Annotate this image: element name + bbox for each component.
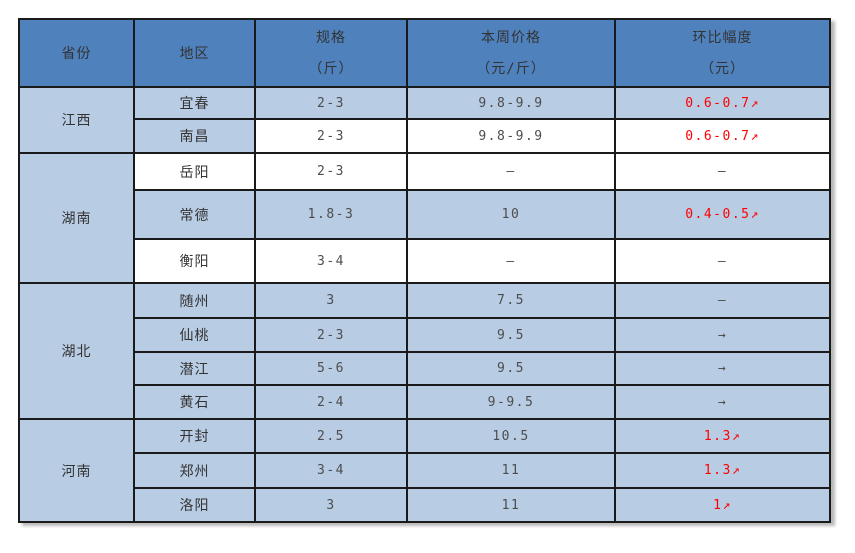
price-cell: 10.5: [406, 418, 616, 454]
region-cell: 南昌: [133, 118, 256, 154]
spec-cell: 2-3: [254, 317, 408, 353]
header-change-title: 环比幅度: [692, 29, 753, 46]
change-cell: –: [614, 238, 831, 284]
header-province: 省份: [18, 18, 135, 88]
change-cell: →: [614, 351, 831, 386]
change-cell: →: [614, 317, 831, 353]
table-row: 常德 1.8-3 10 0.4-0.5↗: [19, 189, 831, 240]
header-price: 本周价格 （元/斤）: [406, 18, 616, 88]
region-cell: 宜春: [133, 86, 256, 120]
header-spec: 规格 （斤）: [254, 18, 408, 88]
province-cell-hubei: 湖北: [18, 282, 135, 420]
price-cell: 9.5: [406, 317, 616, 353]
table-row: 郑州 3-4 11 1.3↗: [19, 452, 831, 489]
change-cell: →: [614, 384, 831, 420]
region-cell: 岳阳: [133, 152, 256, 191]
spec-cell: 3: [254, 282, 408, 319]
header-spec-title: 规格: [316, 29, 346, 46]
region-cell: 随州: [133, 282, 256, 319]
spec-cell: 3-4: [254, 238, 408, 284]
spec-cell: 2-4: [254, 384, 408, 420]
change-cell: –: [614, 282, 831, 319]
region-cell: 仙桃: [133, 317, 256, 353]
header-spec-unit: （斤）: [308, 60, 354, 77]
price-cell: 7.5: [406, 282, 616, 319]
spec-cell: 2.5: [254, 418, 408, 454]
header-change: 环比幅度 （元）: [614, 18, 831, 88]
price-table: 省份 地区 规格 （斤） 本周价格 （元/斤） 环比幅度 （元） 江西 宜春 2…: [18, 18, 831, 523]
table-row: 黄石 2-4 9-9.5 →: [19, 384, 831, 420]
table-row: 湖北 随州 3 7.5 –: [18, 282, 831, 420]
table-row: 仙桃 2-3 9.5 →: [19, 317, 831, 353]
header-region: 地区: [133, 18, 256, 88]
change-cell: 0.4-0.5↗: [614, 189, 831, 240]
price-cell: 9-9.5: [406, 384, 616, 420]
spec-cell: 1.8-3: [254, 189, 408, 240]
table-row: 江西 宜春 2-3 9.8-9.9 0.6-0.7↗: [18, 86, 831, 154]
price-cell: 11: [406, 487, 616, 523]
spec-cell: 3-4: [254, 452, 408, 489]
header-price-title: 本周价格: [481, 29, 541, 46]
price-cell: –: [406, 238, 616, 284]
change-cell: 1.3↗: [614, 418, 831, 454]
price-cell: 11: [406, 452, 616, 489]
province-cell-jiangxi: 江西: [18, 86, 135, 154]
province-cell-henan: 河南: [18, 418, 135, 523]
spec-cell: 2-3: [254, 152, 408, 191]
change-cell: –: [614, 152, 831, 191]
table-row: 河南 开封 2.5 10.5 1.3↗: [18, 418, 831, 523]
spec-cell: 2-3: [254, 118, 408, 154]
region-cell: 潜江: [133, 351, 256, 386]
table-row: 潜江 5-6 9.5 →: [19, 351, 831, 386]
province-cell-hunan: 湖南: [18, 152, 135, 284]
region-cell: 开封: [133, 418, 256, 454]
change-cell: 1↗: [614, 487, 831, 523]
region-cell: 衡阳: [133, 238, 256, 284]
table-row: 衡阳 3-4 – –: [19, 238, 831, 284]
price-cell: 9.5: [406, 351, 616, 386]
spec-cell: 2-3: [254, 86, 408, 120]
price-cell: 10: [406, 189, 616, 240]
region-cell: 郑州: [133, 452, 256, 489]
table-row: 湖南 岳阳 2-3 – –: [18, 152, 831, 284]
table-row: 洛阳 3 11 1↗: [19, 487, 831, 523]
price-cell: 9.8-9.9: [406, 118, 616, 154]
region-cell: 常德: [133, 189, 256, 240]
change-cell: 0.6-0.7↗: [614, 86, 831, 120]
spec-cell: 5-6: [254, 351, 408, 386]
change-cell: 0.6-0.7↗: [614, 118, 831, 154]
table-row: 南昌 2-3 9.8-9.9 0.6-0.7↗: [19, 118, 831, 154]
header-price-unit: （元/斤）: [476, 60, 546, 77]
region-cell: 黄石: [133, 384, 256, 420]
price-cell: –: [406, 152, 616, 191]
price-cell: 9.8-9.9: [406, 86, 616, 120]
header-change-unit: （元）: [700, 60, 745, 77]
spec-cell: 3: [254, 487, 408, 523]
region-cell: 洛阳: [133, 487, 256, 523]
header-row: 省份 地区 规格 （斤） 本周价格 （元/斤） 环比幅度 （元）: [18, 18, 831, 88]
change-cell: 1.3↗: [614, 452, 831, 489]
